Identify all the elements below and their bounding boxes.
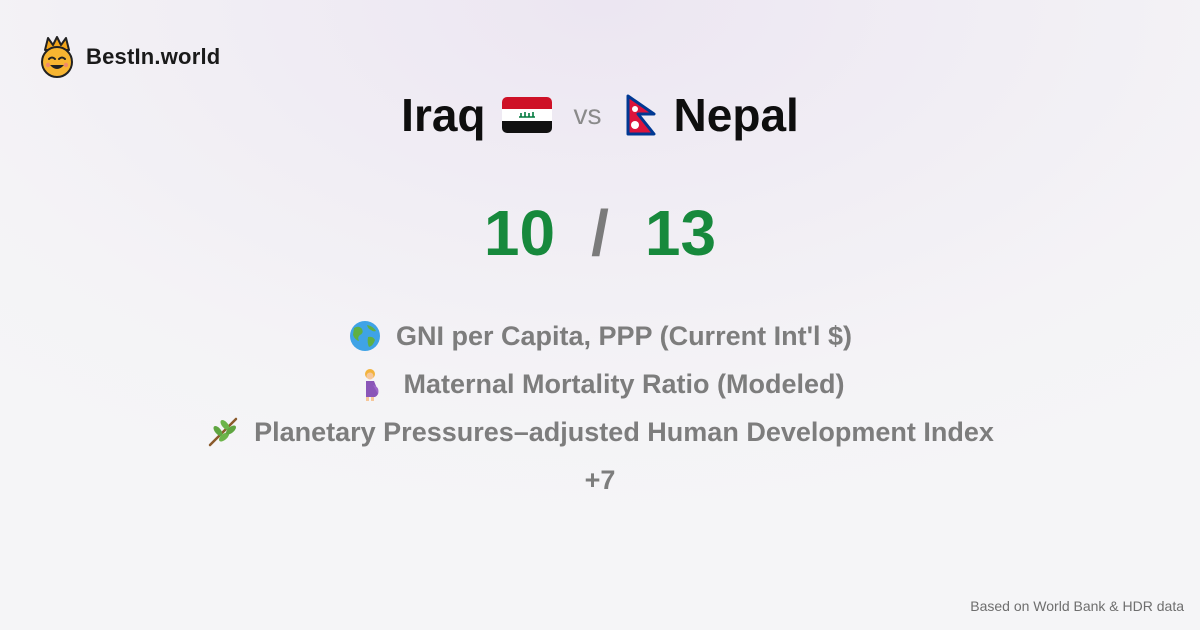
herb-branch-icon (206, 415, 240, 449)
comparison-title: Iraq vs Nepal (0, 88, 1200, 142)
brand-name: BestIn.world (86, 44, 221, 69)
pregnant-woman-icon (355, 367, 389, 401)
metric-item[interactable]: Planetary Pressures–adjusted Human Devel… (206, 408, 994, 456)
data-source-note: Based on World Bank & HDR data (970, 598, 1184, 614)
more-metrics-count[interactable]: +7 (584, 464, 616, 495)
left-country-name: Iraq (401, 89, 486, 141)
globe-icon (348, 319, 382, 353)
metrics-list: GNI per Capita, PPP (Current Int'l $) Ma… (0, 312, 1200, 504)
right-score: 13 (644, 197, 717, 269)
score: 10 / 13 (0, 196, 1200, 270)
metric-label: GNI per Capita, PPP (Current Int'l $) (396, 320, 852, 351)
iraq-flag-icon (501, 97, 552, 133)
metric-item[interactable]: GNI per Capita, PPP (Current Int'l $) (348, 312, 852, 360)
right-country-name: Nepal (673, 89, 799, 141)
metric-item[interactable]: Maternal Mortality Ratio (Modeled) (355, 360, 845, 408)
crown-smiley-logo-icon (41, 36, 73, 78)
left-score: 10 (483, 197, 556, 269)
nepal-flag-icon (626, 94, 656, 136)
metric-label: Planetary Pressures–adjusted Human Devel… (254, 416, 994, 447)
score-separator: / (591, 197, 609, 269)
vs-label: vs (573, 99, 602, 130)
brand[interactable]: BestIn.world (38, 36, 220, 78)
metric-label: Maternal Mortality Ratio (Modeled) (403, 368, 845, 399)
